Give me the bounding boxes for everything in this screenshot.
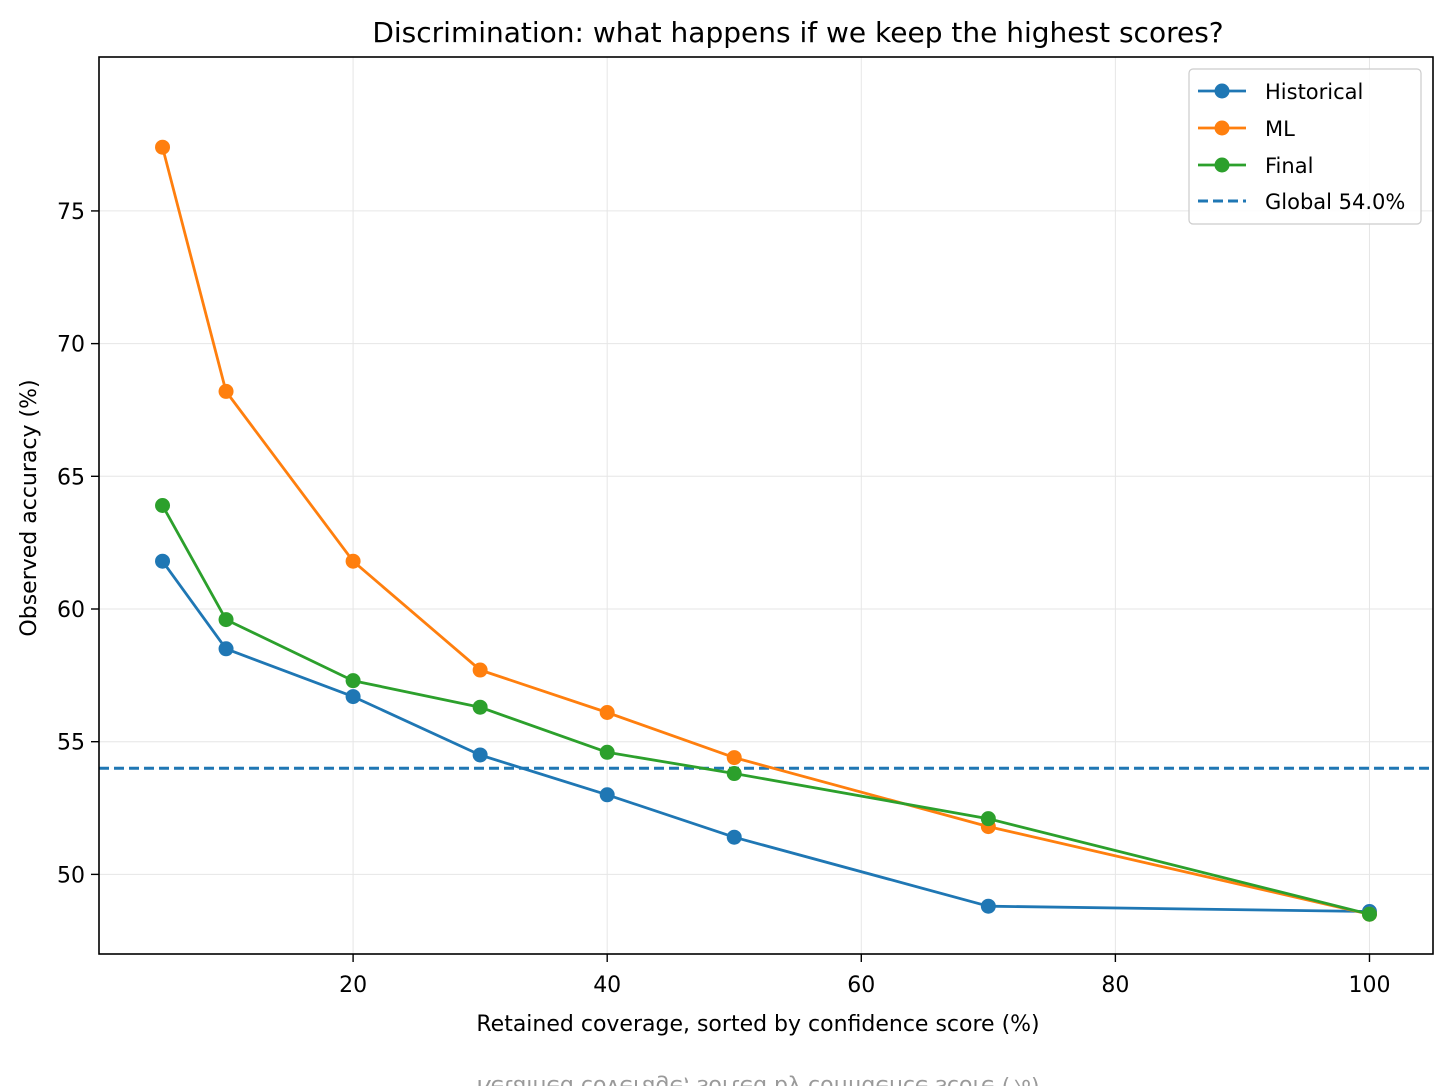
data-point-historical	[218, 641, 234, 657]
y-tick-label: 75	[57, 200, 85, 225]
x-tick-label: 40	[593, 973, 621, 998]
data-point-historical	[472, 747, 488, 763]
mirrored-footer-text: Retained coverage, sorted by confidence …	[476, 1074, 1039, 1086]
data-point-final	[980, 811, 996, 827]
tick-layer: 20 40 60 80 100 50 55 60 65 70 75	[57, 200, 1390, 998]
data-point-final	[726, 766, 742, 782]
data-point-ml	[155, 139, 171, 155]
y-tick-label: 60	[57, 598, 85, 623]
series-final	[155, 498, 1377, 922]
legend-label-global: Global 54.0%	[1265, 190, 1405, 214]
data-point-historical	[726, 829, 742, 845]
y-tick-label: 65	[57, 465, 85, 490]
data-point-ml	[726, 750, 742, 766]
y-tick-label: 55	[57, 731, 85, 756]
data-point-ml	[218, 383, 234, 399]
legend: Historical ML Final Global 54.0%	[1188, 68, 1422, 225]
series-ml	[155, 139, 1377, 922]
plot-frame	[98, 56, 1434, 955]
chart-title: Discrimination: what happens if we keep …	[372, 16, 1223, 49]
x-tick-label: 80	[1101, 973, 1129, 998]
data-point-final	[472, 699, 488, 715]
legend-marker-historical	[1214, 83, 1230, 99]
x-tick-label: 20	[339, 973, 367, 998]
data-point-historical	[345, 689, 361, 705]
series-line-ml	[161, 146, 1370, 916]
legend-marker-ml	[1214, 120, 1230, 136]
data-point-historical	[980, 898, 996, 914]
data-point-ml	[345, 553, 361, 569]
legend-label-historical: Historical	[1265, 80, 1363, 104]
x-tick-label: 100	[1348, 973, 1390, 998]
data-point-ml	[472, 662, 488, 678]
y-tick-label: 70	[57, 333, 85, 358]
y-axis-title: Observed accuracy (%)	[17, 379, 42, 636]
legend-marker-final	[1214, 157, 1230, 173]
data-point-final	[345, 673, 361, 689]
x-axis-title: Retained coverage, sorted by confidence …	[476, 1012, 1039, 1037]
legend-label-ml: ML	[1265, 117, 1295, 141]
grid-layer	[99, 57, 1433, 954]
series-layer	[155, 139, 1377, 922]
series-line-historical	[161, 560, 1370, 913]
data-point-historical	[599, 787, 615, 803]
data-point-final	[599, 744, 615, 760]
y-tick-label: 50	[57, 863, 85, 888]
legend-label-final: Final	[1265, 154, 1313, 178]
data-point-final	[155, 498, 171, 513]
data-point-ml	[599, 705, 615, 720]
legend-box	[1188, 68, 1422, 225]
data-point-final	[1361, 906, 1377, 922]
data-point-final	[218, 612, 234, 628]
series-line-final	[161, 504, 1370, 916]
data-point-historical	[155, 553, 171, 569]
x-tick-label: 60	[847, 973, 875, 998]
